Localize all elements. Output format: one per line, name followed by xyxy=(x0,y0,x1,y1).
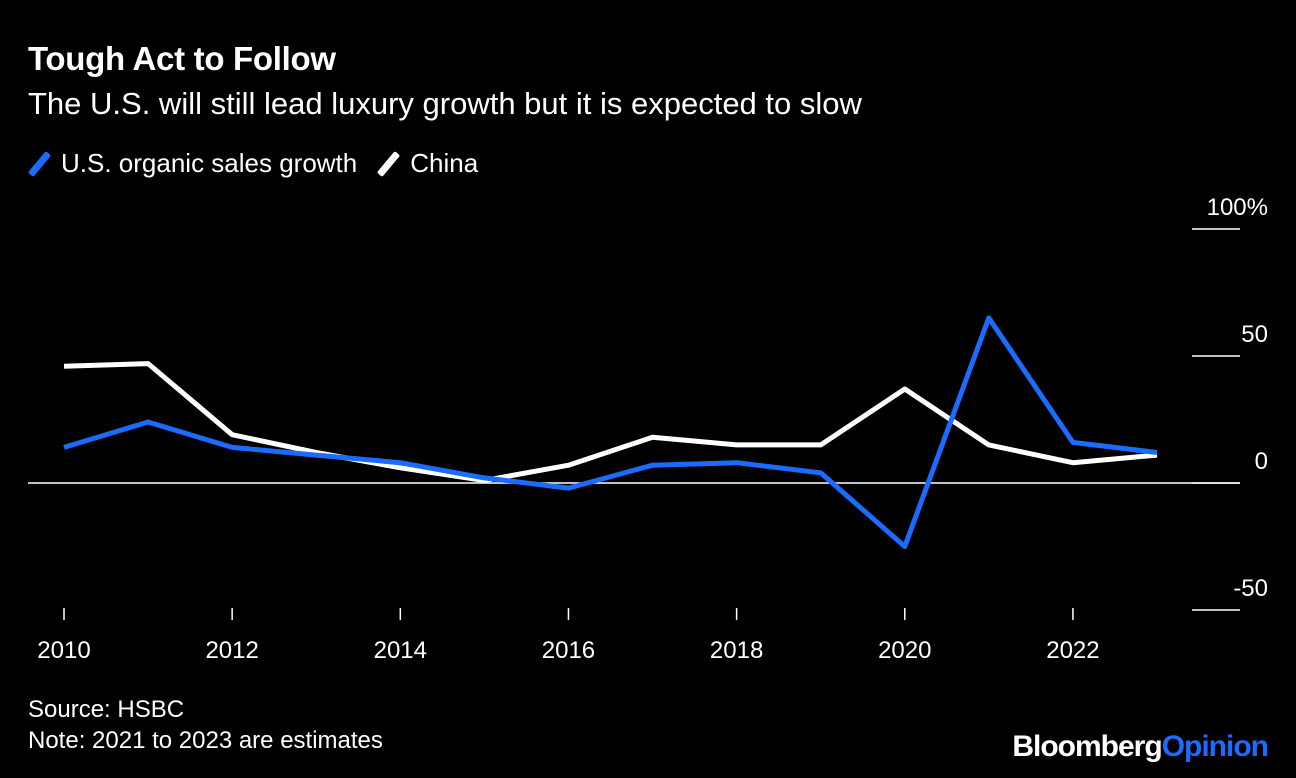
y-tick-label-2: 0 xyxy=(1255,448,1268,475)
bloomberg-opinion-logo: BloombergOpinion xyxy=(1012,730,1269,764)
chart-legend: U.S. organic sales growth China xyxy=(27,148,498,179)
chart-title: Tough Act to Follow xyxy=(28,40,336,77)
x-axis: 2010 2012 2014 2016 2018 2020 2022 xyxy=(37,608,1100,664)
legend-item-us: U.S. organic sales growth xyxy=(27,148,358,179)
chart-footer: Source: HSBC Note: 2021 to 2023 are esti… xyxy=(28,694,383,756)
x-tick-label-0: 2010 xyxy=(37,637,90,664)
chart-subtitle: The U.S. will still lead luxury growth b… xyxy=(28,86,862,121)
y-tick-label-1: 50 xyxy=(1241,321,1268,348)
estimate-note: Note: 2021 to 2023 are estimates xyxy=(28,727,383,754)
series-lines xyxy=(63,315,1158,549)
brand-bloomberg: Bloomberg xyxy=(1012,730,1162,763)
x-tick-label-6: 2022 xyxy=(1046,637,1099,664)
line-chart: 100% 50 0 -50 2010 2012 2014 2016 2018 2020 2022 xyxy=(28,194,1268,664)
series-line-china xyxy=(63,361,1158,483)
y-axis: 100% 50 0 -50 xyxy=(28,194,1268,611)
legend-item-china: China xyxy=(377,148,478,179)
x-tick-label-3: 2016 xyxy=(542,637,595,664)
y-tick-label-0: 100% xyxy=(1207,194,1268,221)
legend-label-us: U.S. organic sales growth xyxy=(61,148,358,178)
legend-label-china: China xyxy=(410,148,479,178)
brand-opinion: Opinion xyxy=(1161,730,1269,763)
series-line-us xyxy=(63,315,1158,549)
source-note: Source: HSBC xyxy=(28,696,185,723)
x-tick-label-2: 2014 xyxy=(374,637,427,664)
x-tick-label-5: 2020 xyxy=(878,637,931,664)
y-tick-label-3: -50 xyxy=(1233,575,1268,602)
x-tick-label-1: 2012 xyxy=(205,637,258,664)
x-tick-label-4: 2018 xyxy=(710,637,763,664)
